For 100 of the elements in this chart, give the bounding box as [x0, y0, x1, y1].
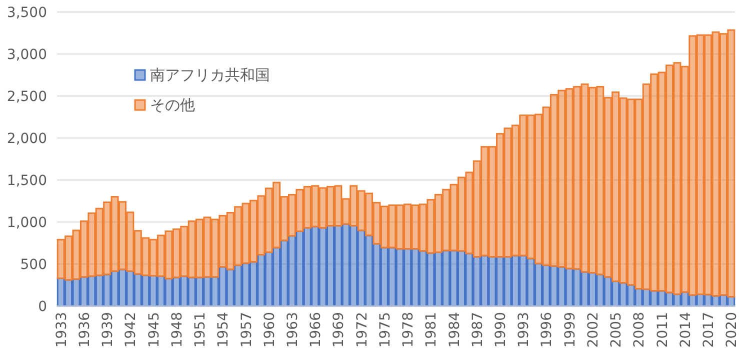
y-tick-label: 2,500: [6, 89, 47, 105]
bar: [696, 34, 704, 295]
bar: [196, 218, 204, 278]
bar: [110, 196, 119, 272]
bar: [688, 35, 697, 296]
bar: [542, 264, 550, 307]
bar: [511, 254, 520, 307]
bar: [396, 248, 404, 307]
bar: [311, 185, 320, 228]
x-tick-label: 1978: [400, 312, 417, 348]
bar: [95, 208, 104, 276]
bar: [496, 256, 504, 307]
bar: [365, 192, 374, 236]
bar: [504, 256, 512, 307]
x-tick-label: 2017: [701, 312, 718, 348]
bar: [604, 96, 612, 278]
y-tick-label: 1,000: [6, 215, 47, 231]
bar: [542, 106, 550, 266]
bar: [303, 186, 312, 229]
bar: [56, 238, 65, 280]
x-tick-label: 1933: [54, 312, 70, 348]
bar: [596, 86, 604, 276]
bar: [504, 128, 512, 258]
bar: [673, 62, 682, 295]
x-tick-label: 1954: [216, 312, 232, 348]
x-tick-label: 1948: [169, 312, 186, 348]
bar: [149, 238, 158, 277]
x-tick-label: 1984: [446, 312, 463, 348]
bar: [311, 226, 320, 307]
bar: [580, 83, 589, 273]
bar: [188, 220, 196, 278]
bar: [442, 250, 450, 307]
bar: [666, 64, 674, 294]
x-tick-label: 1957: [238, 312, 255, 348]
bar: [612, 280, 620, 307]
x-tick-label: 1963: [284, 312, 301, 348]
bar: [272, 182, 281, 248]
bar: [242, 262, 250, 307]
bar: [334, 225, 342, 307]
x-tick-label: 2002: [585, 312, 602, 348]
bar: [526, 114, 535, 260]
bar: [226, 268, 234, 307]
bar: [458, 250, 466, 307]
bar: [558, 266, 566, 307]
bar: [488, 146, 496, 258]
bar: [658, 72, 666, 292]
x-tick-label: 1945: [146, 312, 162, 348]
bar: [326, 225, 334, 307]
bar: [210, 218, 219, 278]
bar: [226, 212, 234, 270]
bar: [172, 228, 180, 278]
bar: [257, 195, 266, 256]
bar: [249, 200, 258, 263]
y-tick-label: 0: [38, 299, 47, 315]
bar: [634, 98, 643, 290]
bar: [318, 227, 327, 307]
x-tick-label: 2011: [654, 312, 671, 348]
bar: [234, 206, 242, 266]
bar: [472, 160, 481, 258]
bar: [442, 188, 450, 252]
bar: [164, 230, 173, 280]
bar: [280, 196, 288, 242]
bar: [496, 133, 504, 258]
bar: [64, 236, 73, 281]
bar: [134, 230, 142, 275]
bar: [573, 268, 582, 307]
bar: [64, 279, 73, 307]
x-tick-label: 1936: [76, 312, 93, 348]
x-tick-label: 1975: [377, 312, 394, 348]
bar: [480, 146, 489, 256]
bar: [80, 220, 88, 278]
bar: [342, 198, 350, 225]
x-tick-label: 1981: [424, 312, 440, 348]
bar: [318, 187, 327, 229]
bar: [488, 256, 496, 307]
bar: [142, 237, 150, 276]
bar: [372, 202, 381, 245]
bar: [619, 97, 628, 284]
bar: [264, 251, 273, 307]
bar: [418, 250, 427, 307]
x-tick-label: 1999: [562, 312, 578, 348]
bar: [426, 252, 435, 307]
x-tick-label: 1942: [123, 312, 140, 348]
bar: [434, 194, 442, 253]
bar: [519, 114, 528, 256]
bar: [727, 29, 736, 298]
bar: [519, 254, 528, 307]
bar: [203, 216, 212, 278]
bar: [650, 73, 658, 292]
bar: [103, 274, 112, 307]
bar: [458, 176, 466, 252]
bar: [627, 98, 635, 286]
x-tick-label: 2014: [678, 312, 694, 348]
y-tick-label: 1,500: [6, 173, 47, 189]
bar: [573, 86, 582, 270]
bar: [180, 226, 188, 277]
bar: [480, 254, 489, 307]
bar: [72, 230, 80, 280]
bar: [388, 204, 396, 248]
bar: [596, 274, 604, 307]
